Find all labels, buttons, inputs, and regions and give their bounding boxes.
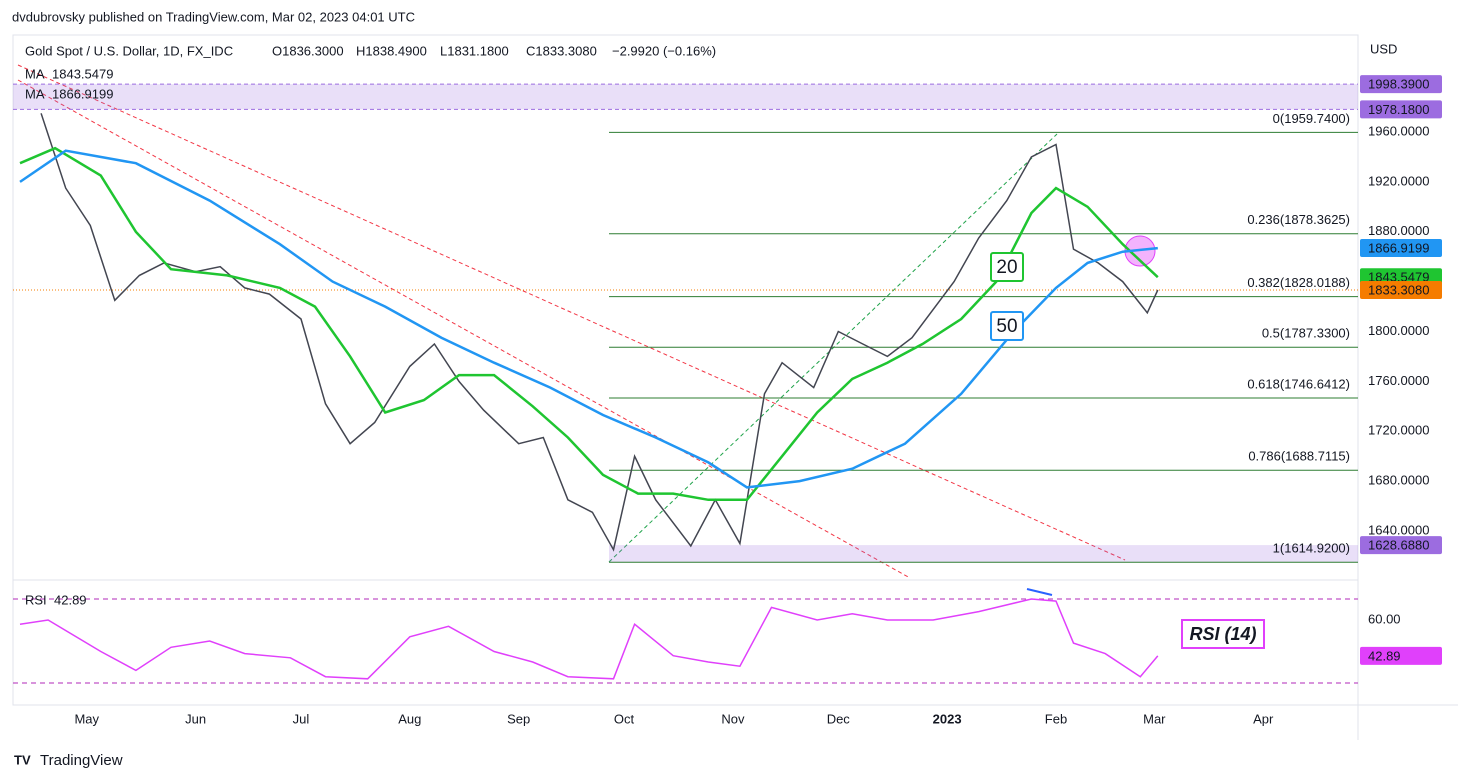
y-tick-label: 1760.0000 (1368, 373, 1429, 388)
fib-label: 0(1959.7400) (1273, 111, 1350, 126)
fib-label: 1(1614.9200) (1273, 541, 1350, 556)
byline: dvdubrovsky published on TradingView.com… (12, 9, 415, 24)
price-badge-label: 42.89 (1368, 648, 1401, 663)
symbol: Gold Spot / U.S. Dollar, 1D, FX_IDC (25, 43, 233, 58)
footer-logo: TV (14, 752, 31, 767)
x-tick-label: Jun (185, 711, 206, 726)
annotation: 50 (996, 316, 1017, 337)
fib-label: 0.382(1828.0188) (1247, 275, 1350, 290)
price-badge (1360, 100, 1442, 119)
price-badge (1360, 536, 1442, 555)
legend-value: 1843.5479 (52, 66, 113, 81)
x-tick-label: Apr (1253, 711, 1274, 726)
legend-name: MA (25, 86, 45, 101)
divergence-line (1026, 588, 1053, 596)
y-tick-label: 1720.0000 (1368, 423, 1429, 438)
x-tick-label: Mar (1143, 711, 1166, 726)
series-line (19, 146, 1159, 502)
y-tick-label: 1880.0000 (1368, 223, 1429, 238)
price-badge-label: 1866.9199 (1368, 240, 1429, 255)
x-tick-label: Nov (721, 711, 745, 726)
footer-brand: TradingView (40, 752, 123, 769)
price-badge (1360, 239, 1442, 258)
legend-name: RSI (25, 592, 47, 607)
ohlc-change: −2.9920 (−0.16%) (612, 43, 716, 58)
legend-value: 1866.9199 (52, 86, 113, 101)
currency: USD (1370, 41, 1397, 56)
x-tick-label: Aug (398, 711, 421, 726)
trend-line (17, 79, 911, 579)
fib-label: 0.786(1688.7115) (1248, 449, 1350, 464)
series-line (19, 149, 1158, 489)
legend-value: 42.89 (54, 592, 87, 607)
price-badge-label: 1843.5479 (1368, 270, 1429, 285)
fib-trend-line (608, 133, 1058, 563)
resistance-zone (13, 84, 1358, 110)
ohlc-high: H1838.4900 (356, 43, 427, 58)
legend-name: MA (25, 66, 45, 81)
x-tick-label: Feb (1045, 711, 1067, 726)
trend-line (17, 64, 1126, 561)
price-badge-label: 1998.3900 (1368, 77, 1429, 92)
annotation-box (990, 311, 1024, 341)
price-badge (1360, 280, 1442, 299)
annotation-box (990, 252, 1024, 282)
ohlc-open: O1836.3000 (272, 43, 344, 58)
price-badge-label: 1978.1800 (1368, 102, 1429, 117)
annotation: RSI (14) (1189, 624, 1256, 644)
price-badge-label: 1628.6880 (1368, 538, 1429, 553)
y-tick-label: 1800.0000 (1368, 323, 1429, 338)
fib-label: 0.236(1878.3625) (1247, 212, 1350, 227)
ohlc-close: C1833.3080 (526, 43, 597, 58)
ohlc-low: L1831.1800 (440, 43, 509, 58)
x-tick-label: Dec (827, 711, 851, 726)
fib-label: 0.5(1787.3300) (1262, 326, 1350, 341)
frame (12, 34, 1359, 706)
x-tick-label: Oct (614, 711, 635, 726)
fib-label: 0.618(1746.6412) (1247, 376, 1350, 391)
series-line (19, 598, 1159, 680)
x-tick-label: 2023 (933, 711, 962, 726)
series-line (40, 113, 1159, 552)
support-zone (609, 545, 1358, 563)
x-tick-label: Sep (507, 711, 530, 726)
price-badge-label: 1833.3080 (1368, 282, 1429, 297)
y-tick-label: 1960.0000 (1368, 123, 1429, 138)
price-badge (1360, 75, 1442, 94)
y-tick-label: 60.00 (1368, 611, 1401, 626)
x-tick-label: May (74, 711, 99, 726)
y-tick-label: 1680.0000 (1368, 473, 1429, 488)
x-tick-label: Jul (293, 711, 310, 726)
annotation-box (1181, 619, 1265, 649)
price-badge (1360, 646, 1442, 665)
annotation: 20 (996, 257, 1017, 278)
y-tick-label: 1640.0000 (1368, 522, 1429, 537)
y-tick-label: 1920.0000 (1368, 173, 1429, 188)
